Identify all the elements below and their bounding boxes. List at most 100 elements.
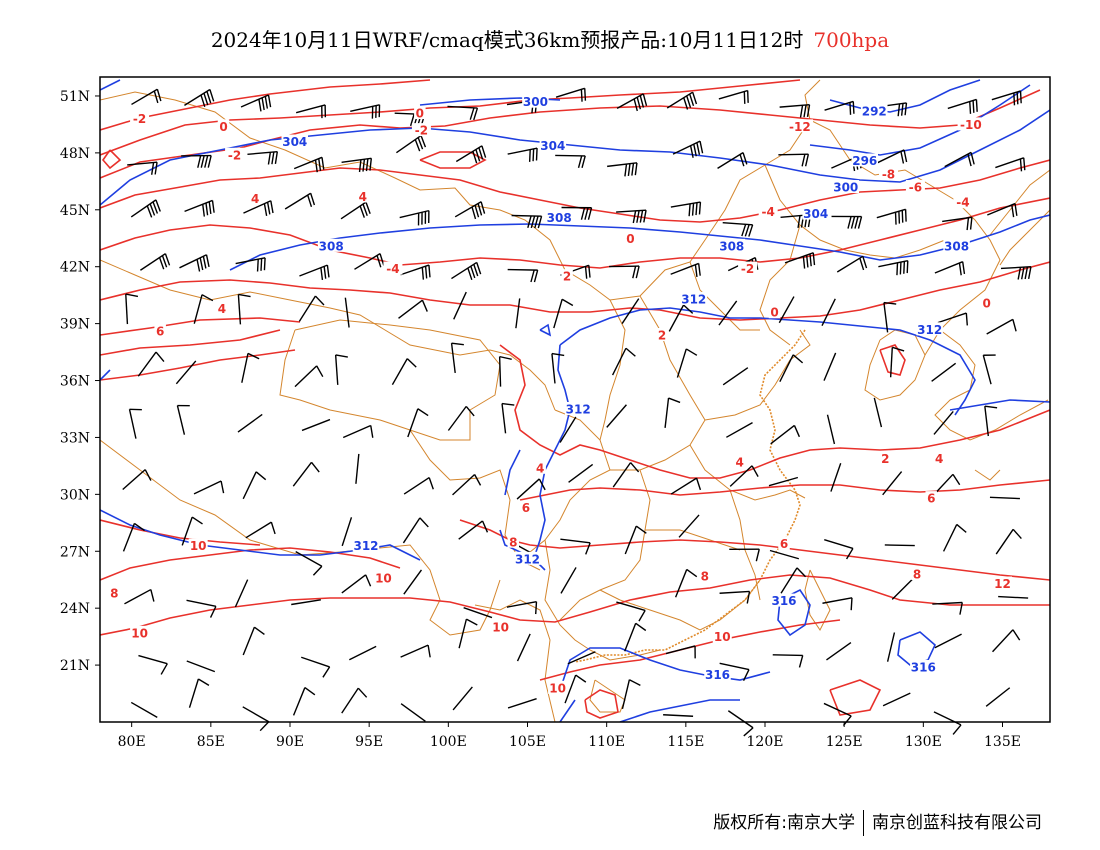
wind-barb-shaft: [876, 208, 906, 219]
wind-barb: [564, 674, 587, 704]
province-borders: [100, 79, 1050, 722]
wind-barb: [452, 474, 482, 496]
wind-barb-feather: [804, 154, 810, 167]
wind-barb-feather: [365, 574, 372, 587]
temperature-label: 0: [626, 232, 634, 246]
wind-barb: [403, 477, 434, 495]
wind-barb-shaft: [621, 679, 631, 710]
wind-barb-feather: [530, 269, 535, 283]
wind-barb-feather: [580, 89, 583, 102]
wind-barb-feather: [191, 516, 203, 525]
wind-barb-feather: [970, 152, 975, 165]
wind-barb-feather: [577, 155, 583, 168]
wind-barb: [241, 352, 260, 383]
wind-barb: [780, 567, 807, 594]
lon-tick-label: 120E: [747, 734, 784, 750]
wind-barb: [402, 517, 429, 544]
wind-barb: [234, 579, 249, 608]
lon-tick-label: 105E: [509, 734, 546, 750]
wind-barb: [398, 299, 428, 319]
wind-barb-shaft: [511, 214, 542, 217]
wind-barb-shaft: [609, 265, 640, 268]
wind-barb-shaft: [128, 409, 137, 439]
wind-barb-shaft: [193, 480, 222, 495]
wind-barb-feather: [683, 97, 689, 110]
wind-barb-feather: [798, 655, 804, 668]
geopotential-label: 292: [862, 105, 887, 119]
wind-barb-shaft: [882, 471, 903, 496]
wind-barb-feather: [900, 151, 905, 164]
wind-barb-feather: [271, 151, 275, 165]
wind-barb-shaft: [341, 517, 353, 547]
geopotential-label-bg: [910, 659, 937, 673]
wind-barb-feather: [481, 145, 487, 158]
lon-tick-label: 95E: [355, 734, 383, 750]
geopotential-label: 308: [719, 239, 744, 253]
wind-barb: [242, 706, 270, 732]
wind-barb-feather: [1027, 266, 1032, 279]
wind-barb-feather: [314, 159, 318, 173]
wind-barb-feather: [581, 155, 586, 169]
temperature-label-bg: [249, 191, 261, 205]
geopotential-label-bg: [281, 134, 308, 148]
wind-barb: [447, 405, 475, 431]
wind-barb-shaft: [350, 104, 380, 112]
temperature-label: 10: [714, 630, 731, 644]
temperature-label-bg: [534, 460, 546, 474]
wind-barb-feather: [335, 354, 348, 358]
wind-barb-shaft: [559, 416, 577, 443]
wind-barb-feather: [465, 405, 475, 417]
temperature-label-bg: [656, 328, 668, 341]
lon-tick-label: 80E: [118, 734, 146, 750]
wind-barb-feather: [632, 210, 637, 224]
wind-barb: [607, 162, 638, 177]
wind-barb-shaft: [982, 355, 992, 385]
wind-barb-feather: [467, 267, 473, 281]
latitude-axis: 51N 48N 45N 42N 39N 36N 33N 30N 27N 24N 21N: [60, 89, 100, 674]
wind-barb: [340, 201, 371, 220]
wind-barb-shaft: [127, 161, 158, 166]
wind-barb-feather: [480, 201, 486, 214]
wind-barb-feather: [200, 94, 206, 108]
wind-barb: [985, 687, 1011, 707]
wind-barb-feather: [797, 215, 801, 228]
wind-barb-feather: [959, 602, 963, 615]
wind-barb-feather: [149, 203, 156, 216]
geopotential-label-bg: [522, 94, 549, 108]
wind-barb: [498, 355, 512, 387]
wind-barb-feather: [260, 258, 263, 271]
wind-barb-feather: [312, 565, 323, 576]
wind-barb-shaft: [995, 157, 1024, 169]
wind-barb-feather: [632, 265, 637, 279]
temperature-label: -8: [882, 167, 895, 181]
wind-barb-shaft: [301, 418, 331, 432]
wind-barb: [122, 522, 145, 552]
wind-barb-shaft: [407, 408, 419, 438]
wind-barb: [823, 352, 837, 381]
wind-barb: [611, 347, 636, 376]
wind-barb-feather: [952, 724, 962, 735]
wind-barb: [769, 549, 800, 560]
temperature-label: 6: [522, 501, 530, 515]
wind-barb: [130, 701, 158, 718]
wind-barb-feather: [742, 152, 748, 165]
wind-barb: [830, 462, 842, 492]
wind-barb: [561, 206, 593, 220]
wind-barb-feather: [256, 259, 259, 272]
wind-barb: [932, 601, 963, 615]
temperature-label: 10: [375, 571, 392, 585]
wind-barb-feather: [477, 203, 483, 216]
wind-barb: [355, 453, 360, 484]
wind-barb-feather: [801, 154, 806, 167]
temperature-label: -2: [415, 124, 428, 138]
wind-barb-shaft: [450, 343, 456, 374]
wind-barb-shaft: [242, 626, 256, 656]
wind-barb-feather: [146, 205, 153, 218]
wind-barb: [291, 599, 321, 606]
wind-barb-feather: [842, 715, 852, 727]
wind-barb-feather: [697, 263, 701, 276]
longitude-axis: 80E 85E 90E 95E 100E 105E 110E 115E 120E 125E 130E…: [118, 722, 1021, 750]
wind-barb-shaft: [398, 299, 423, 319]
wind-barb: [986, 318, 1017, 335]
wind-barb-feather: [748, 224, 754, 237]
